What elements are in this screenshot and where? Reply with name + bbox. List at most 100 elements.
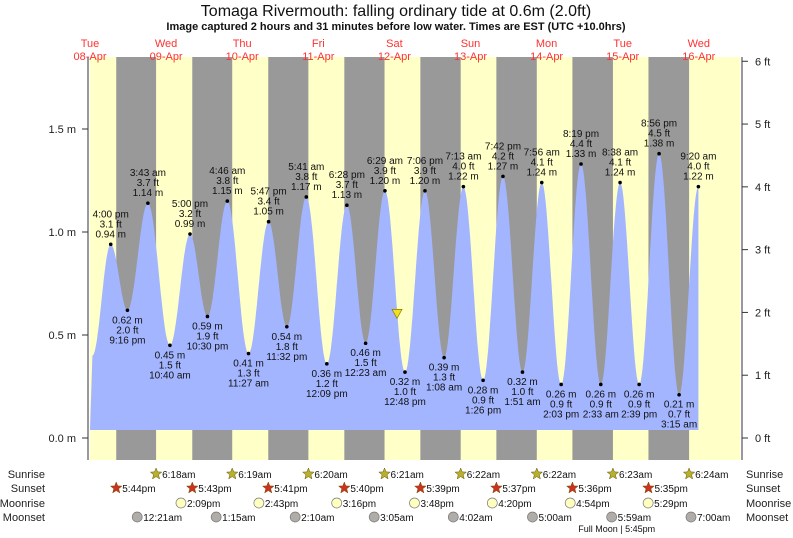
- moon-phase-label: Full Moon | 5:45pm: [578, 524, 655, 534]
- low-tide-label: 0.32 m: [390, 377, 421, 388]
- moonrise-moon-icon: [331, 497, 343, 509]
- low-tide-label: 1.8 ft: [276, 342, 298, 353]
- date-label: 16-Apr: [682, 51, 715, 63]
- sunset-time: 5:36pm: [578, 484, 611, 495]
- low-tide-label: 0.59 m: [192, 321, 223, 332]
- moonset-time: 3:05am: [380, 513, 413, 524]
- high-tide-label: 8:19 pm: [563, 129, 599, 140]
- high-tide-label: 4.0 ft: [687, 162, 709, 173]
- high-tide-label: 9:20 am: [680, 152, 716, 163]
- moonset-moon-icon: [289, 511, 301, 523]
- sunset-star-icon: [414, 481, 427, 494]
- low-tide-label: 0.28 m: [468, 385, 499, 396]
- low-tide-label: 1.3 ft: [433, 373, 455, 384]
- low-tide-label: 1.9 ft: [196, 331, 218, 342]
- high-tide-point: [188, 232, 192, 236]
- low-tide-point: [559, 382, 563, 387]
- right-tick-label: 4 ft: [755, 182, 770, 194]
- high-tide-label: 4.0 ft: [452, 162, 474, 173]
- high-tide-label: 3.4 ft: [257, 197, 279, 208]
- moonrise-moon-icon: [253, 497, 265, 509]
- day-of-week-label: Wed: [688, 38, 710, 50]
- chart-subtitle: Image captured 2 hours and 31 minutes be…: [166, 21, 626, 33]
- sunrise-time: 6:24am: [695, 470, 728, 481]
- tide-curve: [90, 153, 699, 430]
- moonrise-moon-icon: [564, 497, 576, 509]
- sunrise-star-icon: [606, 467, 620, 480]
- high-tide-label: 7:56 am: [524, 148, 560, 159]
- high-tide-point: [579, 162, 583, 166]
- moonset-moon-icon: [368, 511, 380, 523]
- sun-moon-rows: Sunrise Sunrise 6:18am 6:19am 6:20am 6:21am 6:…: [0, 467, 791, 534]
- high-tide-point: [383, 189, 387, 193]
- moonset-time: 1:15am: [222, 513, 255, 524]
- sunrise-time: 6:18am: [162, 470, 195, 481]
- low-tide-label: 0.46 m: [350, 348, 381, 359]
- low-tide-label: 0.9 ft: [590, 399, 612, 410]
- high-tide-label: 3.7 ft: [137, 178, 159, 189]
- day-labels: Tue08-AprWed09-AprThu10-AprFri11-AprSat1…: [73, 38, 715, 63]
- sunrise-time: 6:23am: [619, 470, 652, 481]
- low-tide-label: 2:33 am: [583, 409, 619, 420]
- extreme-points: 4:00 pm3.1 ft0.94 m 0.62 m2.0 ft9:16 pm 3:…: [93, 119, 717, 431]
- low-tide-label: 1:26 pm: [465, 405, 501, 416]
- high-tide-label: 1.17 m: [291, 182, 322, 193]
- right-tick-label: 0 ft: [755, 433, 770, 445]
- left-tick-label: 1.5 m: [48, 124, 76, 136]
- right-tick-label: 5 ft: [755, 119, 770, 131]
- low-tide-label: 0.26 m: [546, 389, 577, 400]
- sunrise-star-icon: [302, 467, 315, 480]
- moonset-moon-icon: [606, 511, 618, 523]
- high-tide-label: 1.05 m: [253, 207, 284, 218]
- high-tide-label: 3.9 ft: [414, 166, 436, 177]
- sunset-time: 5:40pm: [350, 484, 383, 495]
- high-tide-label: 5:47 pm: [251, 187, 287, 198]
- moonset-moon-icon: [131, 511, 143, 523]
- high-tide-point: [146, 201, 150, 205]
- date-label: 14-Apr: [530, 51, 563, 63]
- high-tide-point: [696, 184, 701, 189]
- low-tide-point: [677, 392, 681, 397]
- high-tide-label: 3.7 ft: [336, 180, 358, 191]
- high-tide-label: 7:42 pm: [485, 141, 521, 152]
- moonrise-time: 2:43pm: [265, 499, 298, 510]
- high-tide-label: 8:56 pm: [641, 119, 677, 130]
- high-tide-label: 4.1 ft: [609, 158, 631, 169]
- high-tide-label: 6:29 am: [367, 156, 403, 167]
- day-of-week-label: Wed: [155, 38, 177, 50]
- sunrise-time: 6:20am: [314, 470, 347, 481]
- high-tide-point: [345, 203, 349, 208]
- left-tick-label: 0.0 m: [48, 433, 76, 445]
- high-tide-label: 3.2 ft: [179, 209, 201, 220]
- low-tide-label: 0.9 ft: [628, 399, 650, 410]
- low-tide-label: 10:30 pm: [187, 341, 229, 352]
- sunset-star-icon: [109, 481, 123, 494]
- low-tide-point: [481, 378, 485, 383]
- high-tide-label: 3.8 ft: [216, 176, 238, 187]
- high-tide-label: 6:28 pm: [329, 170, 365, 181]
- low-tide-label: 0.62 m: [112, 315, 143, 326]
- high-tide-label: 3.1 ft: [100, 219, 122, 230]
- day-of-week-label: Thu: [233, 38, 252, 50]
- sunset-time: 5:39pm: [426, 484, 459, 495]
- current-tide-marker: [391, 309, 403, 320]
- low-tide-label: 0.26 m: [624, 389, 655, 400]
- high-tide-label: 1.14 m: [133, 188, 164, 199]
- right-tick-label: 2 ft: [755, 307, 770, 319]
- moonrise-time: 4:54pm: [576, 499, 609, 510]
- low-tide-label: 2:03 pm: [543, 409, 579, 420]
- low-tide-label: 0.39 m: [429, 363, 460, 374]
- low-tide-label: 0.54 m: [272, 332, 303, 343]
- high-tide-label: 1.33 m: [566, 149, 597, 160]
- high-tide-label: 7:13 am: [445, 152, 481, 163]
- low-tide-label: 0.45 m: [155, 350, 186, 361]
- sunset-star-icon: [337, 481, 351, 494]
- date-label: 09-Apr: [150, 51, 183, 63]
- sunrise-star-icon: [149, 467, 163, 480]
- low-tide-label: 1.5 ft: [354, 358, 376, 369]
- moonset-row-label-right: Moonset: [746, 512, 788, 524]
- low-tide-label: 11:27 am: [228, 379, 269, 390]
- high-tide-label: 3:43 am: [130, 168, 166, 179]
- low-tide-point: [363, 341, 368, 346]
